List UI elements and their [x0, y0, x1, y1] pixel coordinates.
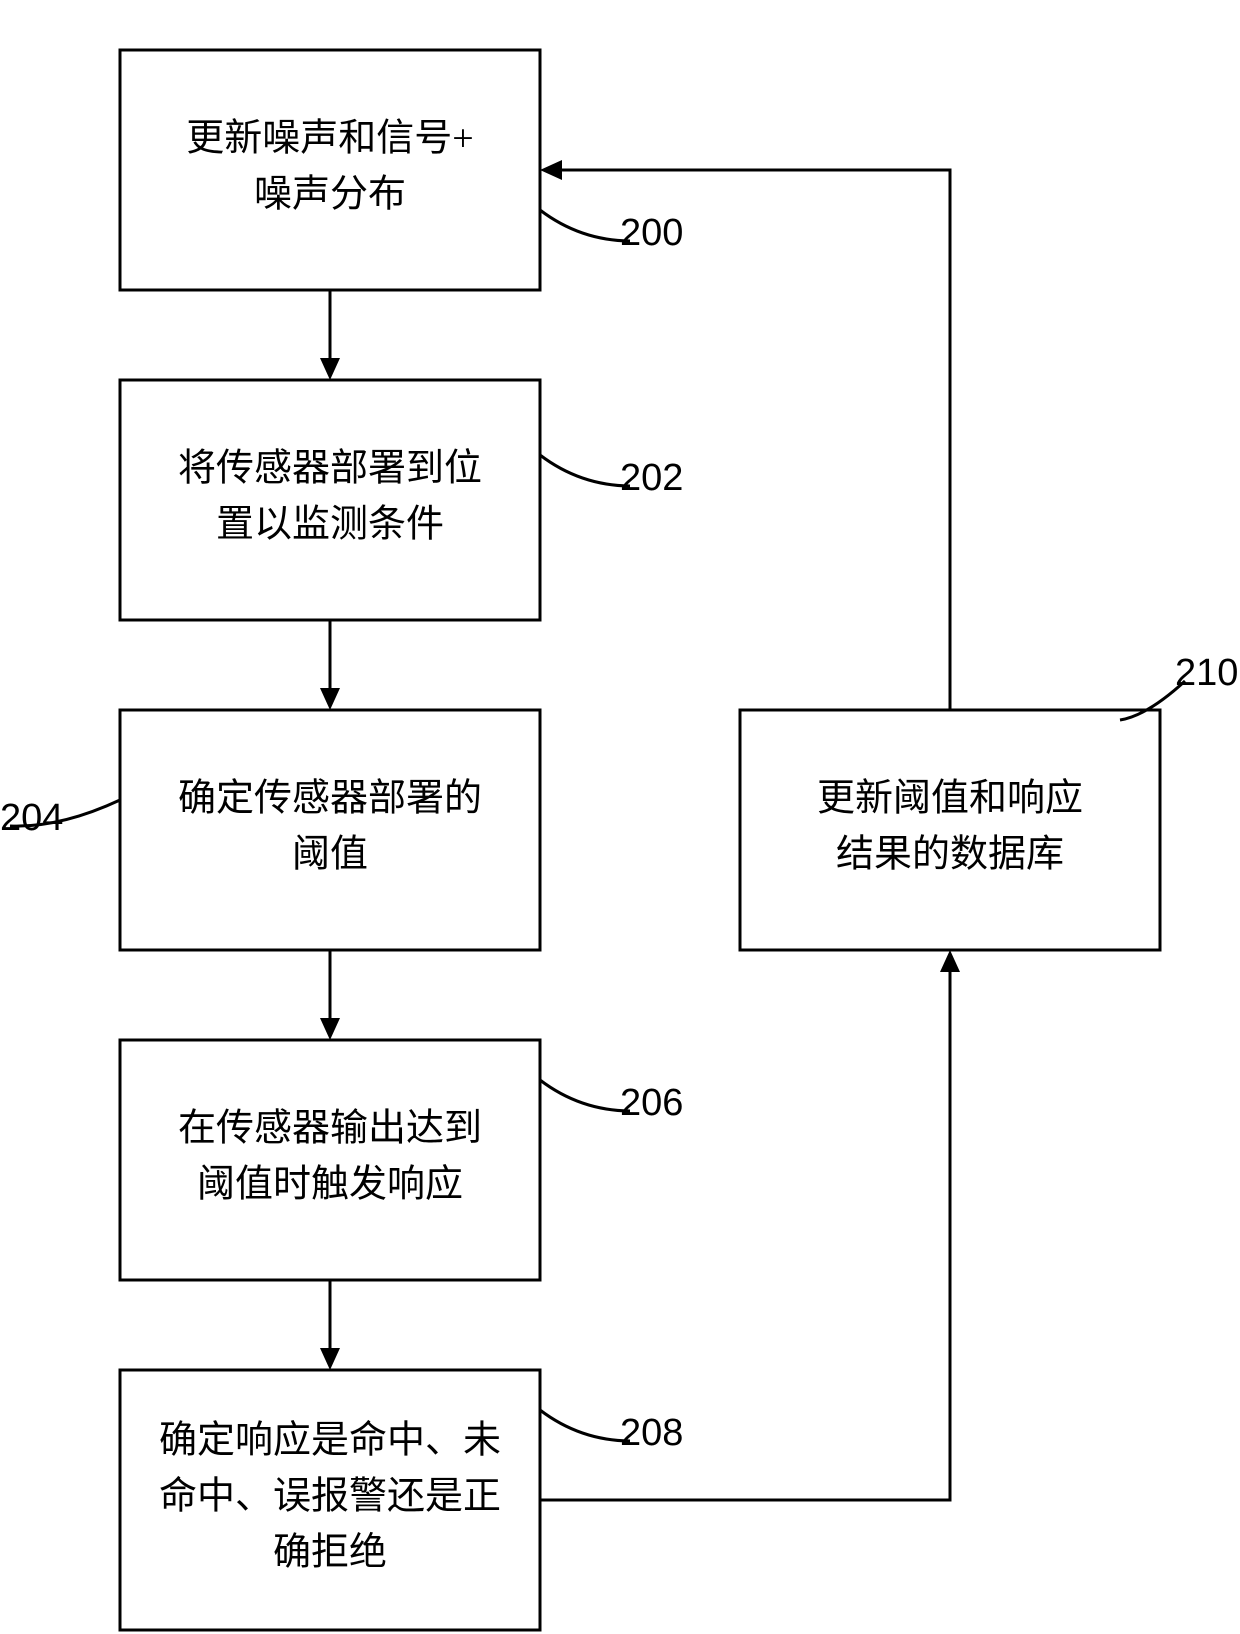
node-text: 置以监测条件	[216, 504, 444, 546]
node-text: 确定传感器部署的	[178, 778, 482, 820]
node-text: 噪声分布	[254, 174, 406, 216]
reference-label: 202	[620, 457, 683, 499]
leader-line	[540, 1080, 630, 1111]
node-text: 结果的数据库	[836, 834, 1064, 876]
node-text: 确拒绝	[273, 1532, 387, 1574]
flow-node-n204: 确定传感器部署的阈值 204	[0, 710, 540, 950]
flow-arrow	[320, 290, 340, 380]
node-text: 在传感器输出达到	[178, 1108, 482, 1150]
node-text: 确定响应是命中、未	[159, 1420, 501, 1462]
leader-line	[540, 210, 630, 241]
flow-arrow	[320, 950, 340, 1040]
reference-label: 208	[620, 1412, 683, 1454]
node-text: 将传感器部署到位	[178, 448, 482, 490]
reference-label: 210	[1175, 652, 1238, 694]
flow-arrow	[320, 1280, 340, 1370]
node-text: 阈值	[292, 834, 368, 876]
flow-node-n202: 将传感器部署到位置以监测条件 202	[120, 380, 683, 620]
node-text: 更新噪声和信号+	[186, 118, 473, 160]
reference-label: 206	[620, 1082, 683, 1124]
flow-node-n210: 更新阈值和响应结果的数据库 210	[740, 652, 1238, 950]
node-text: 阈值时触发响应	[197, 1164, 463, 1206]
node-text: 命中、误报警还是正	[159, 1476, 501, 1518]
leader-line	[540, 1410, 630, 1441]
node-text: 更新阈值和响应	[817, 778, 1083, 820]
flow-arrow	[540, 950, 960, 1500]
flow-arrow	[540, 160, 950, 710]
leader-line	[540, 455, 630, 486]
reference-label: 200	[620, 212, 683, 254]
flow-arrow	[320, 620, 340, 710]
flow-node-n206: 在传感器输出达到阈值时触发响应 206	[120, 1040, 683, 1280]
reference-label: 204	[0, 797, 63, 839]
